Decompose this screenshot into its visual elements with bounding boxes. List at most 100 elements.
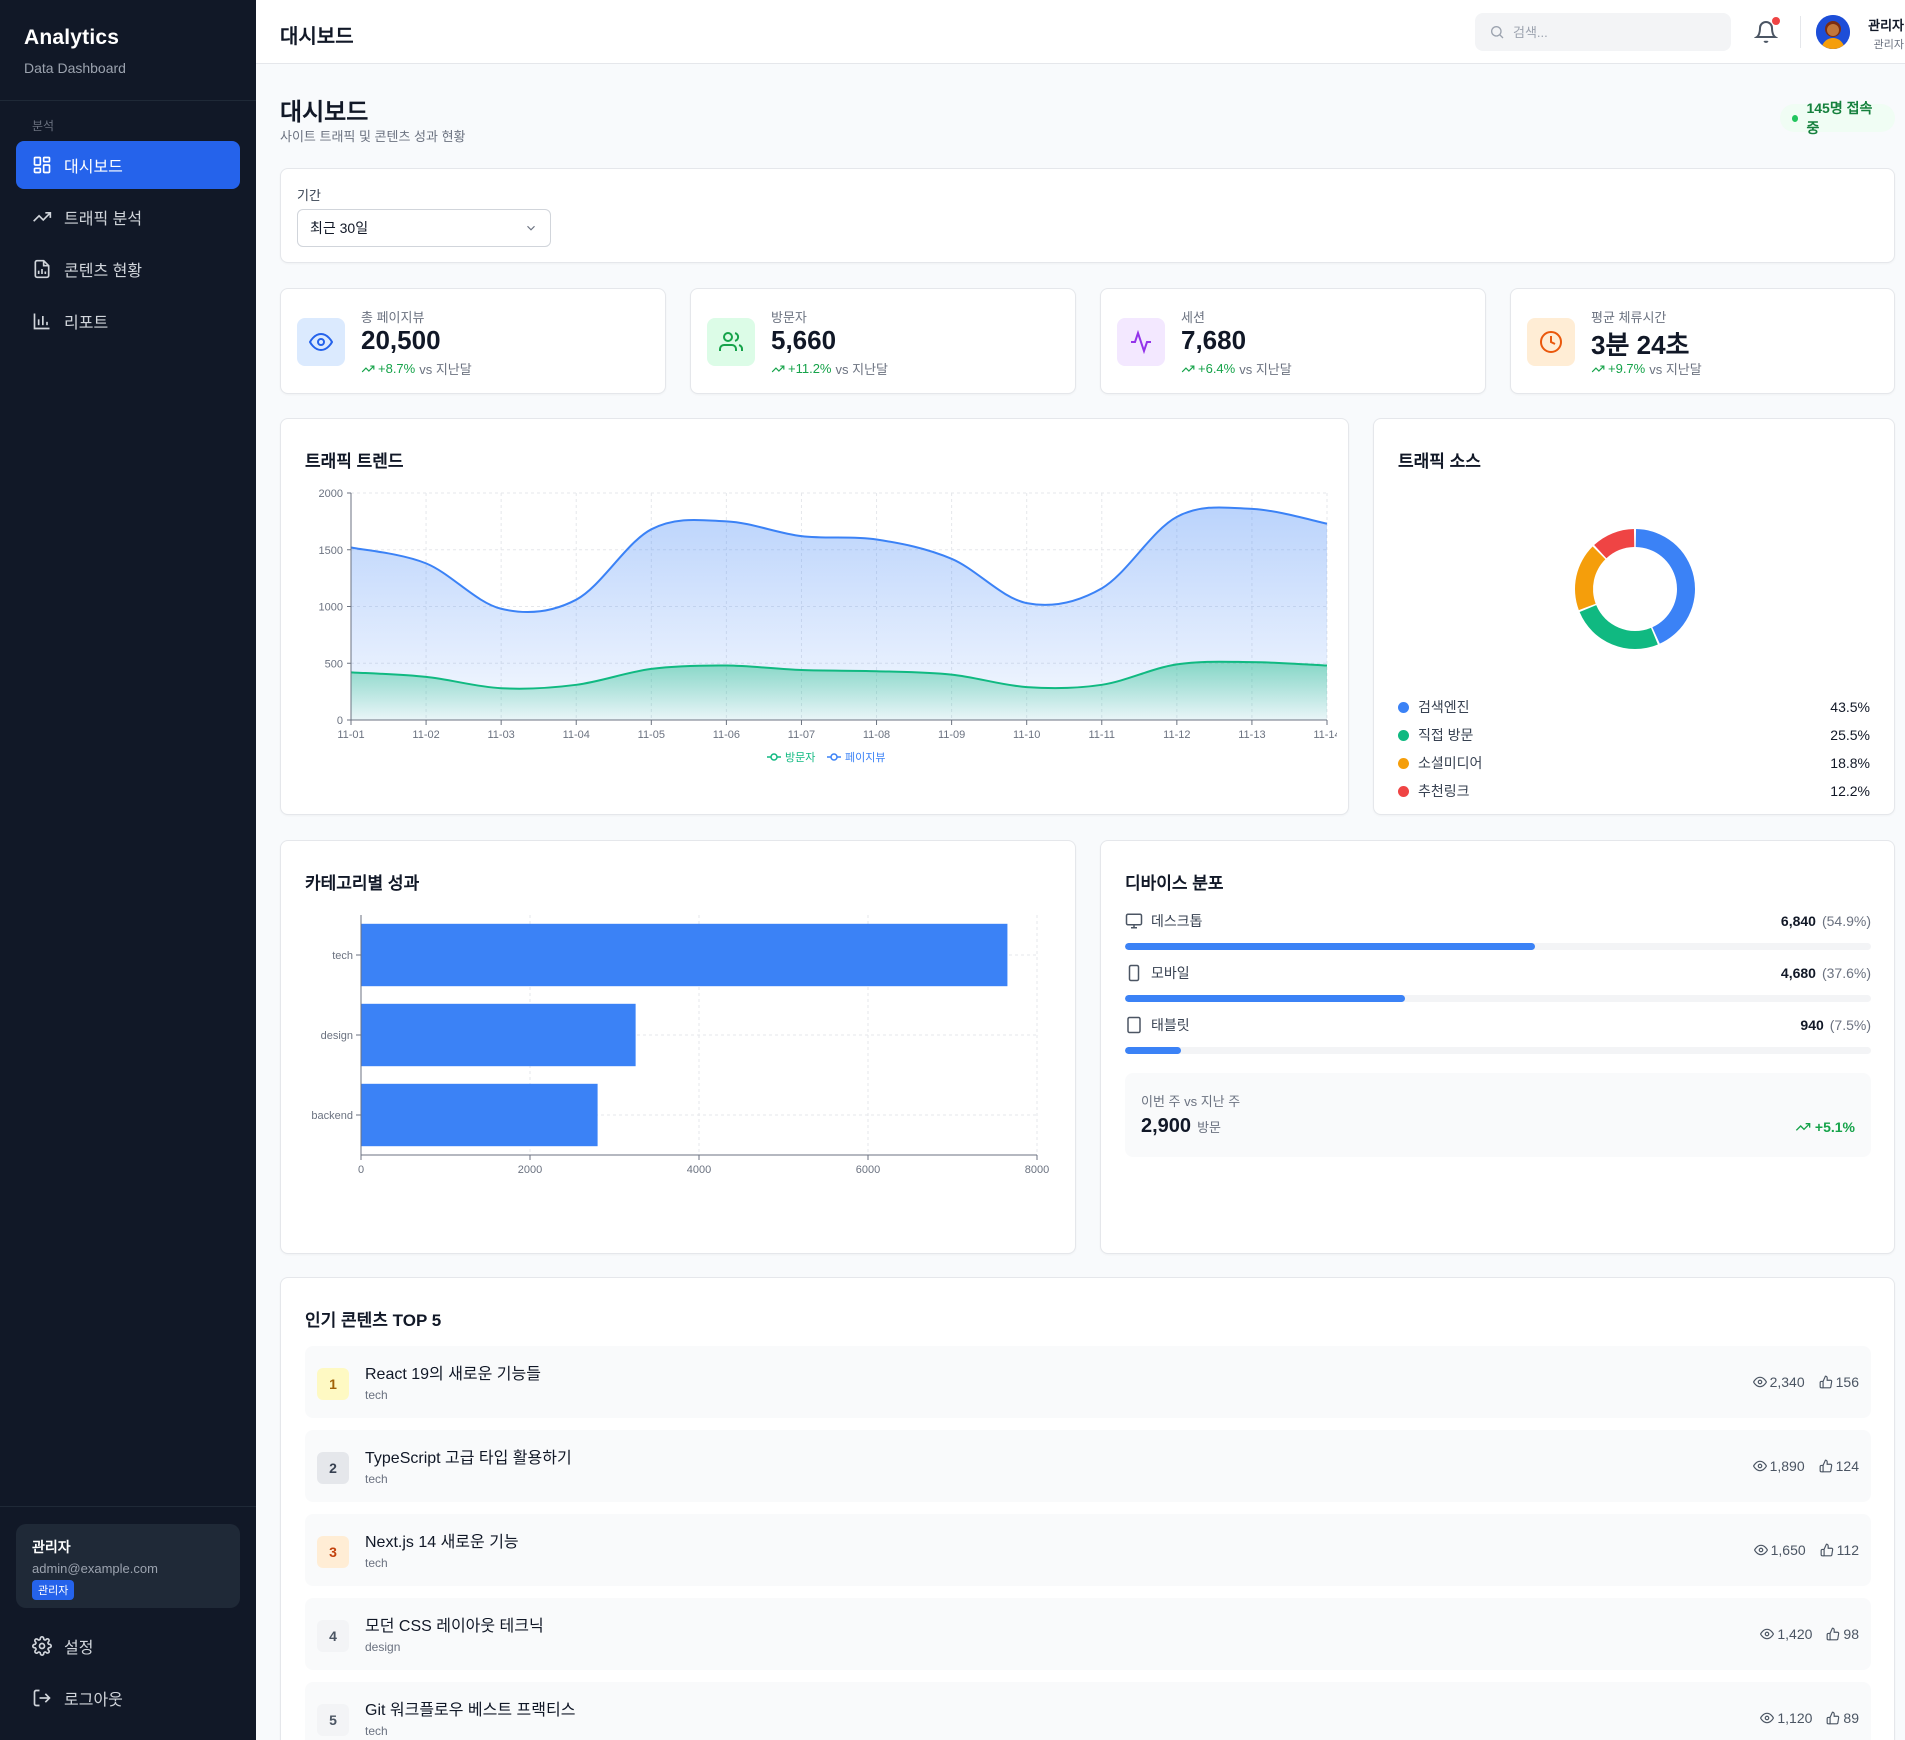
trending-up-icon	[361, 365, 375, 372]
sidebar-item-content[interactable]: 콘텐츠 현황	[16, 245, 240, 293]
topbar-user[interactable]: 관리자 관리자	[1860, 15, 1904, 52]
trending-up-icon	[1181, 365, 1195, 372]
trending-up-icon	[1591, 365, 1605, 372]
traffic-trend-title: 트래픽 트렌드	[305, 452, 404, 471]
views-count: 1,890	[1769, 1458, 1805, 1474]
week-unit: 방문	[1197, 1120, 1221, 1135]
rank-badge: 4	[317, 1620, 349, 1652]
period-select-value: 최근 30일	[310, 220, 369, 236]
content-category: tech	[365, 1472, 388, 1486]
stat-change-suffix: vs 지난달	[419, 362, 472, 377]
x-tick-label: 11-05	[638, 729, 665, 741]
device-name: 태블릿	[1151, 1017, 1190, 1033]
device-bar-track	[1125, 995, 1871, 1002]
top-content-row[interactable]: 3 Next.js 14 새로운 기능 tech 1,650 112	[305, 1514, 1871, 1586]
page-subtitle: 사이트 트래픽 및 콘텐츠 성과 현황	[280, 129, 466, 144]
content-title: TypeScript 고급 타입 활용하기	[365, 1450, 572, 1467]
device-percent: (54.9%)	[1821, 913, 1871, 929]
device-bar-fill	[1125, 995, 1406, 1002]
bell-icon[interactable]	[1754, 20, 1778, 44]
period-label: 기간	[297, 188, 321, 203]
thumbs-up-icon	[1819, 1459, 1832, 1473]
x-tick-label: 11-11	[1089, 729, 1116, 741]
area-fill-visitors	[351, 661, 1327, 720]
y-tick-label: 500	[325, 658, 343, 670]
search-input[interactable]	[1513, 24, 1713, 40]
device-count: 4,680	[1780, 965, 1816, 981]
stat-card-duration: 평균 체류시간 3분 24초 +9.7% vs 지난달	[1510, 288, 1895, 394]
x-tick-label: 11-12	[1163, 729, 1190, 741]
brand-title: Analytics	[24, 26, 120, 49]
x-tick-label: 11-13	[1238, 729, 1265, 741]
donut-slice	[1575, 546, 1606, 611]
topbar-user-name: 관리자	[1868, 18, 1904, 33]
search-box[interactable]	[1475, 13, 1731, 51]
sidebar-item-logout[interactable]: 로그아웃	[16, 1674, 240, 1722]
clock-icon	[1540, 331, 1562, 353]
x-tick-label: 11-09	[938, 729, 965, 741]
period-select[interactable]: 최근 30일	[297, 209, 551, 247]
notification-dot	[1772, 17, 1780, 25]
content-category: tech	[365, 1556, 388, 1570]
likes-stat: 112	[1820, 1542, 1859, 1558]
sidebar-item-label: 트래픽 분석	[64, 211, 143, 228]
likes-stat: 124	[1819, 1458, 1859, 1474]
stat-value: 20,500	[361, 325, 441, 355]
views-stat: 1,120	[1760, 1710, 1812, 1726]
activity-icon	[1131, 330, 1151, 354]
x-tick-label: 11-04	[563, 729, 590, 741]
top-content-card: 인기 콘텐츠 TOP 5 1 React 19의 새로운 기능들 tech 2,340…	[280, 1277, 1895, 1740]
top-content-row[interactable]: 2 TypeScript 고급 타입 활용하기 tech 1,890 124	[305, 1430, 1871, 1502]
sidebar-item-dashboard[interactable]: 대시보드	[16, 141, 240, 189]
likes-count: 89	[1843, 1710, 1859, 1726]
thumbs-up-icon	[1827, 1627, 1840, 1641]
stat-icon-box	[297, 318, 345, 366]
stat-card-visitors: 방문자 5,660 +11.2% vs 지난달	[690, 288, 1076, 394]
device-name: 모바일	[1151, 965, 1190, 981]
rank-badge: 3	[317, 1536, 349, 1568]
user-email: admin@example.com	[32, 1561, 158, 1576]
user-name: 관리자	[32, 1539, 71, 1555]
week-comparison-box: 이번 주 vs 지난 주 2,900 방문 +5.1%	[1125, 1073, 1871, 1157]
sidebar-item-report[interactable]: 리포트	[16, 297, 240, 345]
views-stat: 1,420	[1760, 1626, 1812, 1642]
search-icon	[1491, 26, 1504, 39]
x-tick-label: 11-14	[1313, 729, 1337, 741]
content-category: design	[365, 1640, 401, 1654]
category-bar	[361, 923, 1008, 987]
users-icon	[719, 332, 743, 351]
week-change: +5.1%	[1795, 1119, 1855, 1135]
sidebar-item-traffic[interactable]: 트래픽 분석	[16, 193, 240, 241]
x-tick-label: 4000	[687, 1164, 711, 1176]
topbar-title: 대시보드	[280, 26, 354, 48]
y-tick-label: design	[321, 1030, 353, 1042]
legend-dot	[1398, 729, 1409, 741]
device-bar-fill	[1125, 1047, 1181, 1054]
eye-icon	[1752, 1460, 1767, 1472]
content-title: Next.js 14 새로운 기능	[365, 1534, 519, 1551]
top-content-row[interactable]: 4 모던 CSS 레이아웃 테크닉 design 1,420 98	[305, 1598, 1871, 1670]
user-role-badge: 관리자	[32, 1580, 75, 1600]
brand-subtitle: Data Dashboard	[24, 60, 126, 76]
stat-icon-box	[707, 318, 755, 366]
top-content-row[interactable]: 1 React 19의 새로운 기능들 tech 2,340 156	[305, 1346, 1871, 1418]
traffic-source-title: 트래픽 소스	[1398, 452, 1481, 471]
top-content-row[interactable]: 5 Git 워크플로우 베스트 프랙티스 tech 1,120 89	[305, 1682, 1871, 1740]
stat-label: 평균 체류시간	[1591, 310, 1667, 325]
category-title: 카테고리별 성과	[305, 874, 420, 893]
traffic-trend-chart: 0 500 1000 1500 2000 11-01 11-02 11-03 11-04 11-0…	[319, 488, 1337, 764]
sidebar-item-settings[interactable]: 설정	[16, 1622, 240, 1670]
avatar[interactable]	[1816, 15, 1850, 49]
source-legend-row: 추천링크 12.2%	[1398, 781, 1870, 801]
series-line-visitors	[350, 660, 1328, 690]
stat-change-value: +8.7%	[378, 361, 416, 376]
document-icon	[34, 259, 50, 279]
legend-value: 25.5%	[1830, 727, 1870, 743]
legend-name: 소셜미디어	[1418, 755, 1483, 771]
device-percent: (37.6%)	[1821, 965, 1871, 981]
legend-label: 페이지뷰	[845, 751, 885, 764]
y-tick-label: 0	[337, 715, 343, 727]
legend-name: 검색엔진	[1418, 699, 1470, 715]
stat-value: 3분 24초	[1591, 330, 1690, 360]
y-tick-label: backend	[311, 1110, 353, 1122]
